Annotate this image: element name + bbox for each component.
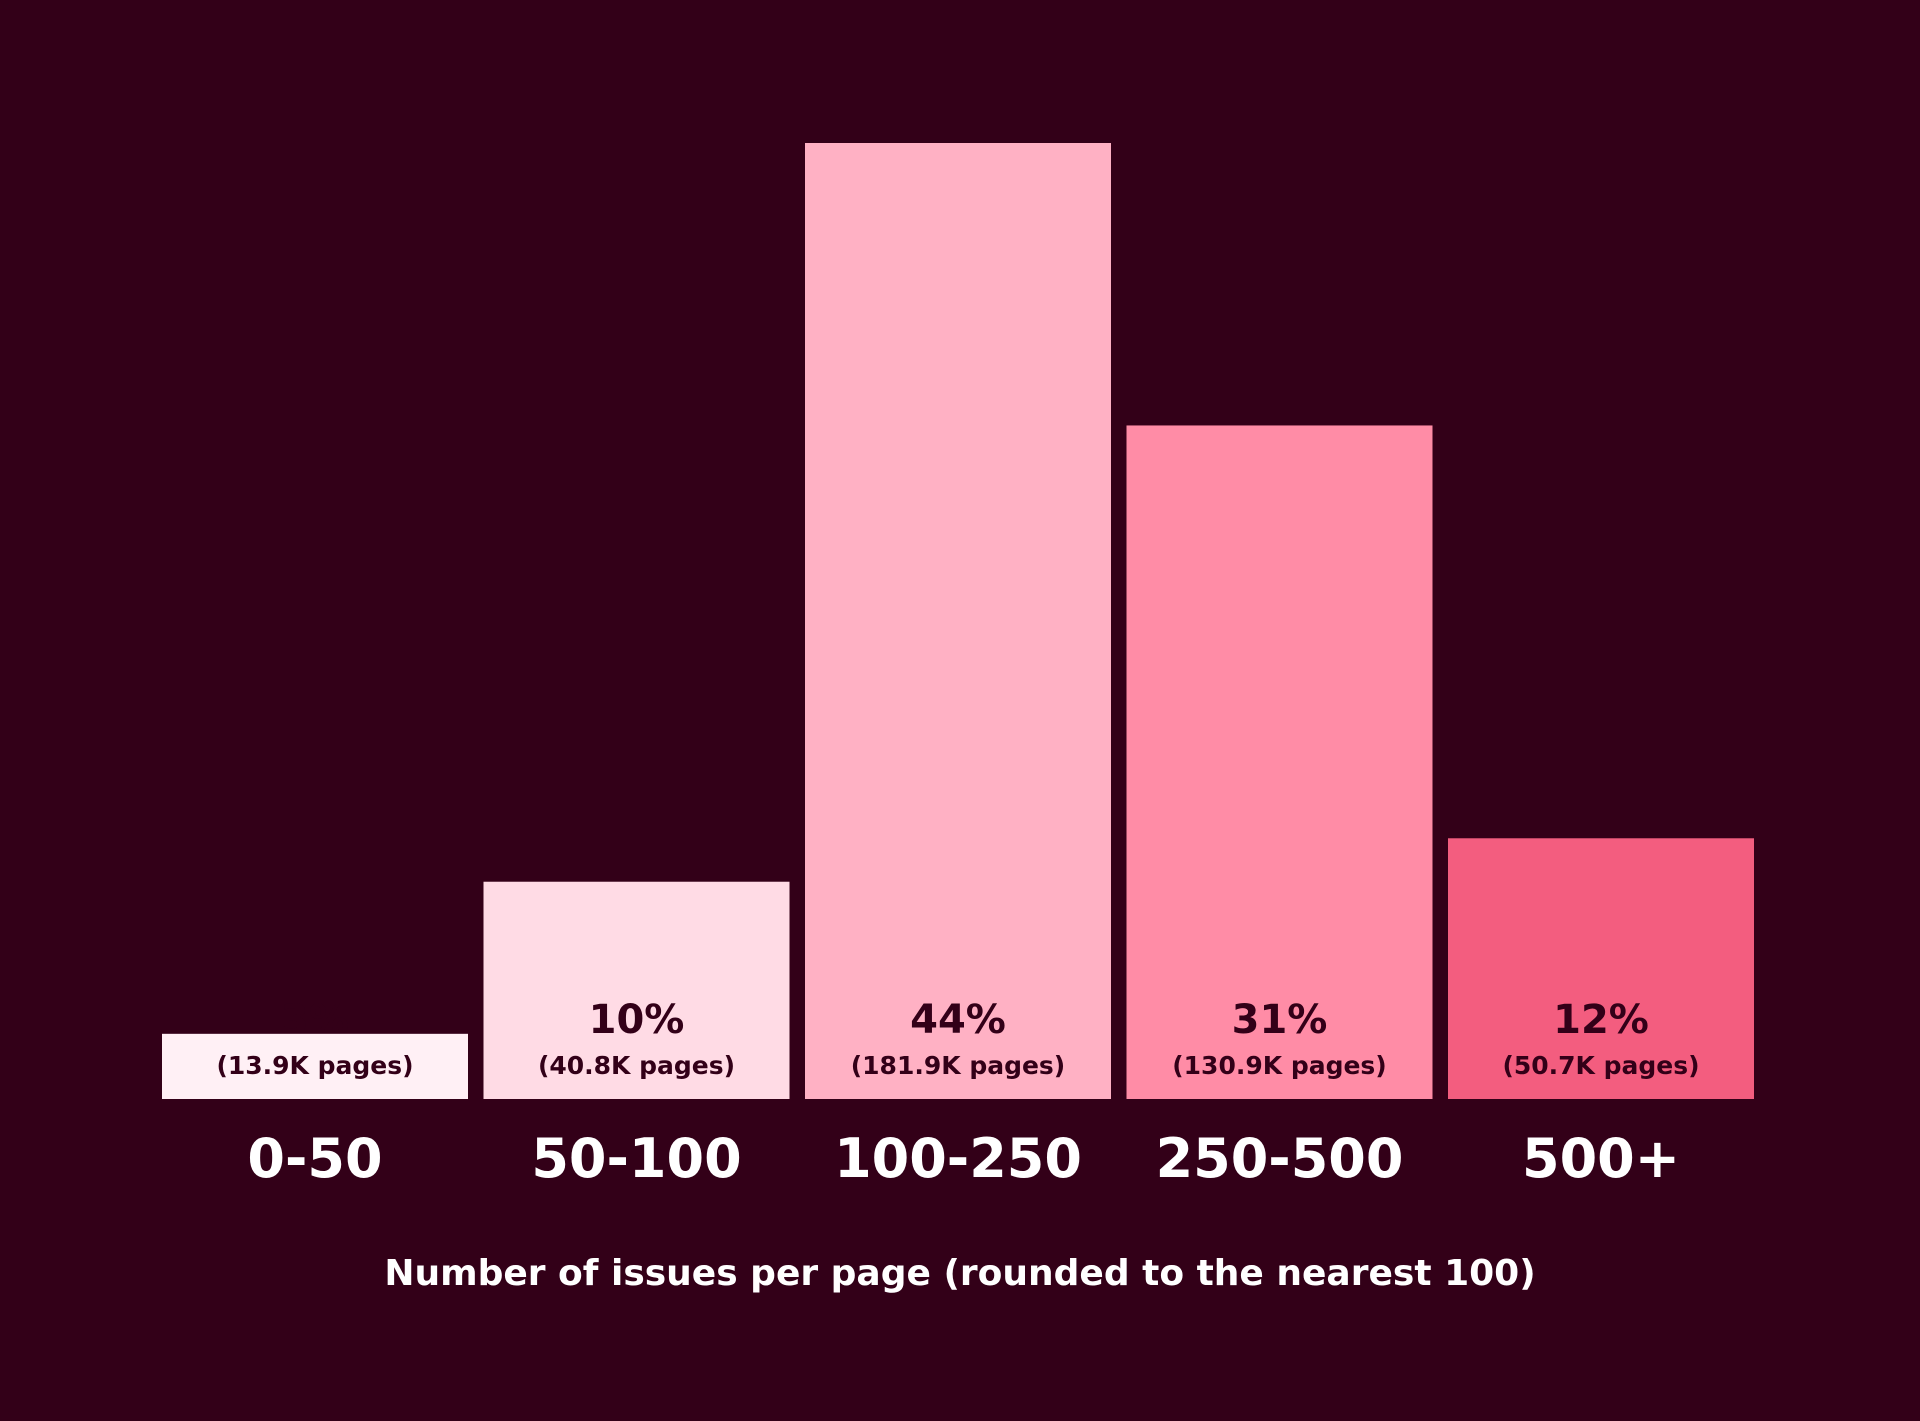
x-tick-label: 250-500 [1156, 1127, 1404, 1190]
x-axis-title: Number of issues per page (rounded to th… [384, 1253, 1535, 1294]
bar-500+ [1448, 838, 1754, 1099]
bar-value-label: 12% [1553, 997, 1649, 1043]
bar-250-500 [1126, 425, 1433, 1099]
x-tick-label: 0-50 [247, 1127, 382, 1190]
bar-page-count-label: (50.7K pages) [1502, 1051, 1699, 1080]
bar-page-count-label: (130.9K pages) [1172, 1051, 1387, 1080]
labels-group: 3% (13.9K pages) 0-50 10% (40.8K pages) 50-10… [216, 997, 1699, 1190]
bars-group [162, 143, 1754, 1099]
bar-value-label: 10% [589, 997, 685, 1043]
bar-page-count-label: (13.9K pages) [216, 1051, 413, 1080]
bar-value-label: 31% [1232, 997, 1328, 1043]
x-tick-label: 50-100 [531, 1127, 741, 1190]
bar-value-label: 3% [281, 997, 349, 1043]
bar-page-count-label: (181.9K pages) [851, 1051, 1066, 1080]
bar-50-100 [483, 881, 790, 1099]
bar-100-250 [805, 143, 1111, 1099]
x-tick-label: 500+ [1522, 1127, 1680, 1190]
bar-0-50 [162, 1033, 468, 1099]
bar-value-label: 44% [910, 997, 1006, 1043]
bar-page-count-label: (40.8K pages) [538, 1051, 735, 1080]
x-tick-label: 100-250 [834, 1127, 1082, 1190]
